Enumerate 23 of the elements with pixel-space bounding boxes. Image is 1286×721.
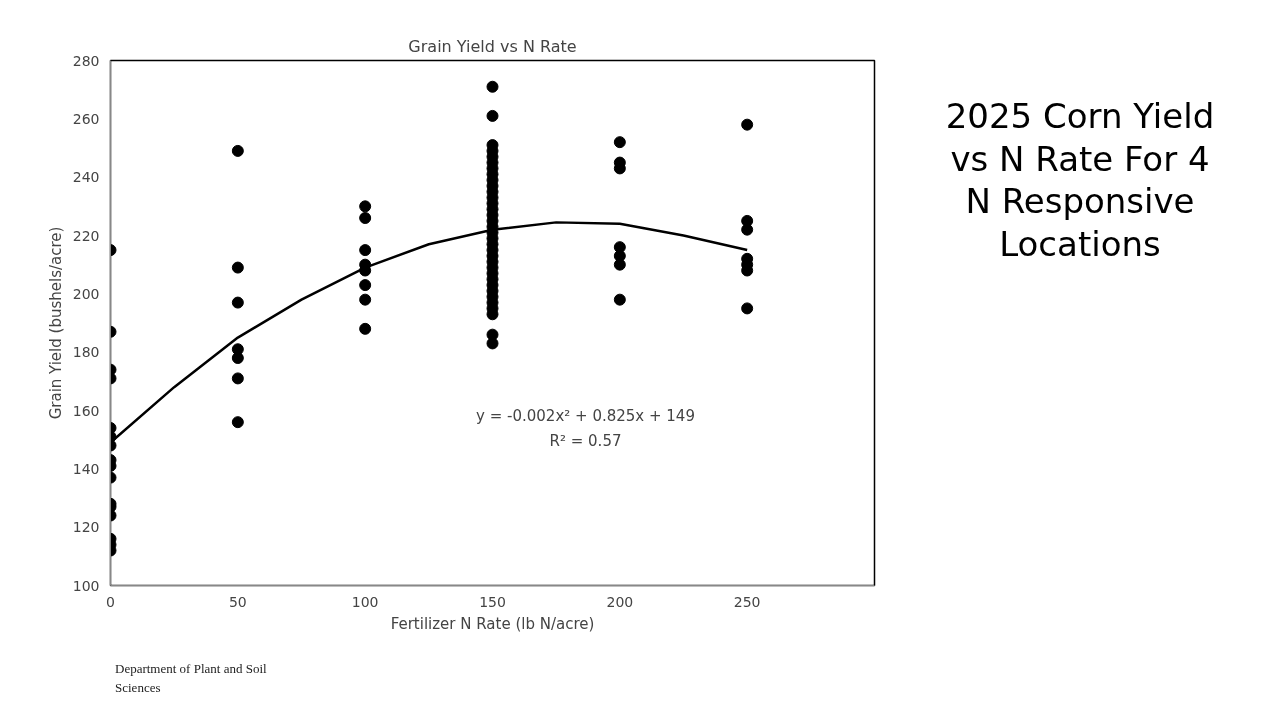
x-tick-label: 200 [606,593,634,610]
chart-title: Grain Yield vs N Rate [408,36,577,56]
y-tick-label: 260 [72,110,100,127]
y-tick-label: 240 [72,169,100,186]
x-tick-label: 50 [228,593,247,610]
y-tick-label: 220 [72,227,100,244]
x-tick-label: 0 [106,593,115,610]
y-axis-title: Grain Yield (bushels/acre) [46,226,65,420]
y-tick-label: 200 [72,285,100,302]
annotation: R² = 0.57 [549,431,622,450]
y-tick-label: 100 [72,577,100,594]
y-tick-label: 160 [72,402,100,419]
text: Department of Plant and Soil Sciences [115,660,267,697]
y-tick-label: 140 [72,460,100,477]
x-tick-label: 250 [733,593,761,610]
y-tick-label: 120 [72,519,100,536]
x-axis-title: Fertilizer N Rate (lb N/acre) [390,614,595,633]
y-tick-label: 280 [72,52,100,69]
x-tick-label: 150 [479,593,506,610]
text: 2025 Corn Yield vs N Rate For 4 N Responsive Locations [945,95,1215,265]
x-tick-label: 100 [351,593,379,610]
y-tick-label: 180 [72,344,100,361]
annotation: y = -0.002x² + 0.825x + 149 [476,406,695,425]
